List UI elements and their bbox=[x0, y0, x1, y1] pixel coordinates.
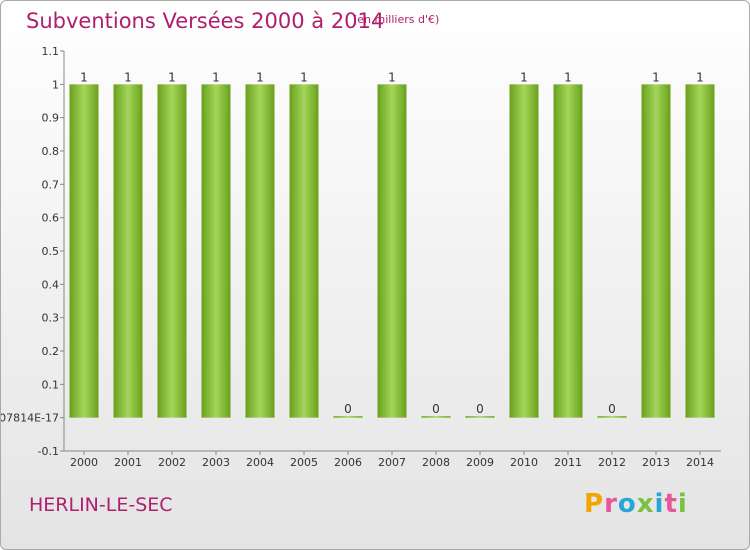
y-tick-label: 0.2 bbox=[42, 345, 60, 358]
data-label: 0 bbox=[476, 402, 484, 416]
y-tick-label: -0.1 bbox=[38, 445, 59, 458]
x-tick-label: 2006 bbox=[334, 456, 362, 469]
bar bbox=[641, 84, 671, 418]
x-tick-label: 2007 bbox=[378, 456, 406, 469]
x-tick-label: 2000 bbox=[70, 456, 98, 469]
data-label: 1 bbox=[520, 70, 528, 84]
logo-letter: i bbox=[654, 489, 665, 519]
data-label: 0 bbox=[608, 402, 616, 416]
y-tick-label: 0.5 bbox=[42, 245, 60, 258]
logo-letter: P bbox=[584, 489, 605, 519]
x-tick-label: 2012 bbox=[598, 456, 626, 469]
y-tick-label: 0.9 bbox=[42, 112, 60, 125]
y-tick-label: 1.1 bbox=[42, 45, 60, 58]
data-label: 1 bbox=[564, 70, 572, 84]
proxiti-logo: Proxiti bbox=[584, 489, 688, 519]
y-tick-label: 0.4 bbox=[42, 278, 60, 291]
chart-subtitle: (en milliers d'€) bbox=[353, 13, 440, 26]
data-label: 1 bbox=[80, 70, 88, 84]
x-tick-label: 2003 bbox=[202, 456, 230, 469]
data-label: 1 bbox=[652, 70, 660, 84]
data-label: 1 bbox=[300, 70, 308, 84]
y-tick-label: 0.7 bbox=[42, 178, 60, 191]
data-label: 1 bbox=[212, 70, 220, 84]
bar bbox=[69, 84, 99, 418]
y-tick-label: 0.3 bbox=[42, 312, 60, 325]
y-tick-label: 1 bbox=[52, 78, 59, 91]
chart-title: Subventions Versées 2000 à 2014 bbox=[26, 9, 385, 33]
data-label: 1 bbox=[168, 70, 176, 84]
data-label: 1 bbox=[256, 70, 264, 84]
logo-letter: i bbox=[677, 489, 688, 519]
bar bbox=[553, 84, 583, 418]
data-label: 1 bbox=[388, 70, 396, 84]
bar bbox=[685, 84, 715, 418]
x-tick-label: 2005 bbox=[290, 456, 318, 469]
bar bbox=[377, 84, 407, 418]
data-label: 1 bbox=[124, 70, 132, 84]
x-tick-label: 2011 bbox=[554, 456, 582, 469]
data-label: 1 bbox=[696, 70, 704, 84]
x-tick-label: 2009 bbox=[466, 456, 494, 469]
bar bbox=[157, 84, 187, 418]
bar bbox=[597, 416, 627, 418]
data-label: 0 bbox=[344, 402, 352, 416]
y-tick-label: 0.8 bbox=[42, 145, 60, 158]
y-tick-label: 07814E-17 bbox=[1, 412, 59, 425]
y-tick-label: 0.1 bbox=[42, 378, 60, 391]
bar bbox=[465, 416, 495, 418]
x-tick-label: 2010 bbox=[510, 456, 538, 469]
x-tick-label: 2002 bbox=[158, 456, 186, 469]
bar bbox=[201, 84, 231, 418]
commune-name: HERLIN-LE-SEC bbox=[29, 494, 173, 516]
logo-letter: x bbox=[636, 489, 655, 519]
bar bbox=[333, 416, 363, 418]
logo-letter: o bbox=[617, 489, 637, 519]
x-tick-label: 2004 bbox=[246, 456, 274, 469]
bar bbox=[113, 84, 143, 418]
x-tick-label: 2001 bbox=[114, 456, 142, 469]
x-tick-label: 2008 bbox=[422, 456, 450, 469]
bar bbox=[509, 84, 539, 418]
x-tick-label: 2013 bbox=[642, 456, 670, 469]
bar bbox=[245, 84, 275, 418]
y-tick-label: 0.6 bbox=[42, 212, 60, 225]
data-label: 0 bbox=[432, 402, 440, 416]
logo-letter: t bbox=[664, 489, 678, 519]
bar bbox=[421, 416, 451, 418]
x-tick-label: 2014 bbox=[686, 456, 714, 469]
bar bbox=[289, 84, 319, 418]
logo-letter: r bbox=[604, 489, 618, 519]
